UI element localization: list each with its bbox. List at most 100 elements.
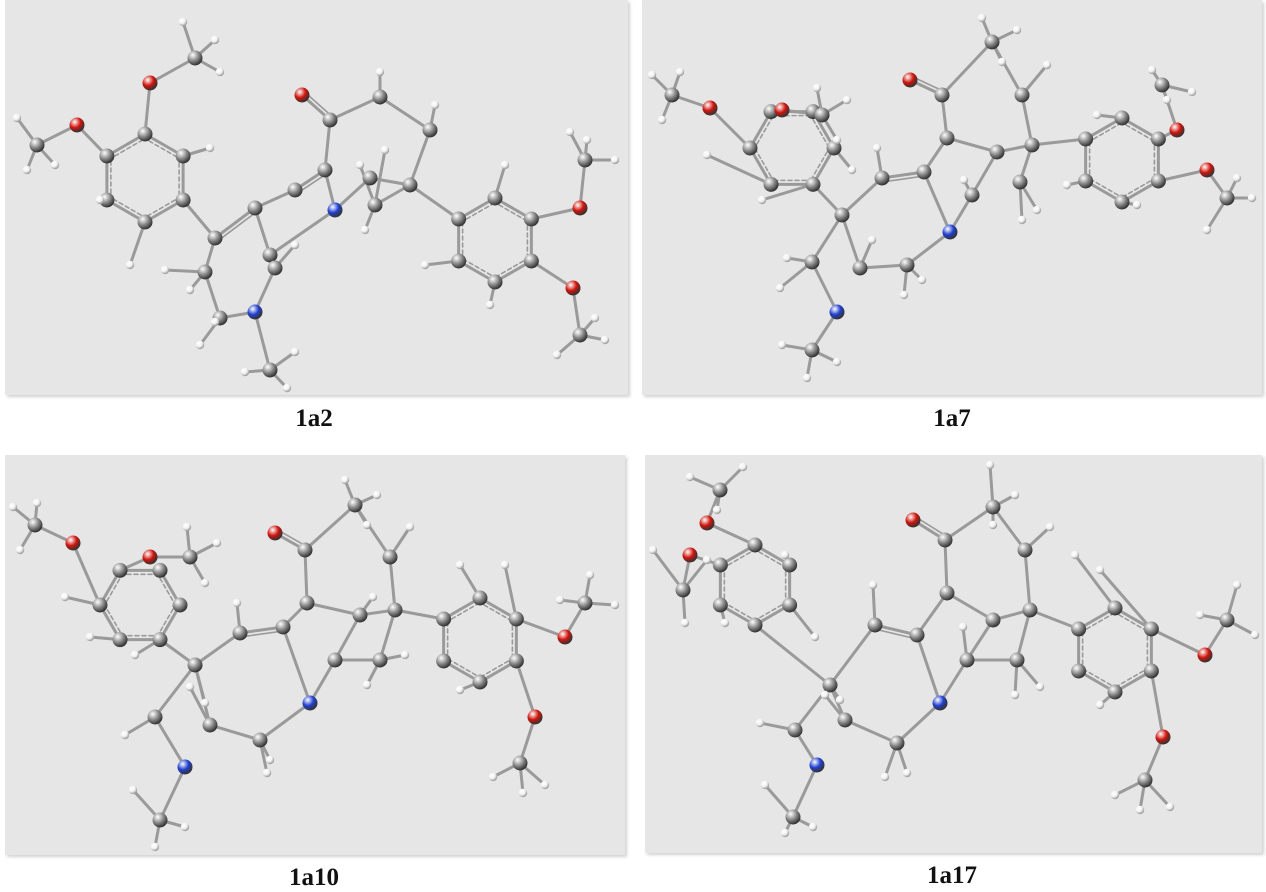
carbon-atom (939, 585, 955, 601)
hydrogen-atom (680, 618, 690, 628)
bond (1112, 666, 1151, 690)
oxygen-atom (702, 100, 718, 116)
bond (108, 195, 148, 220)
hydrogen-atom (362, 520, 372, 530)
carbon-atom (804, 254, 820, 270)
carbon-atom (99, 192, 115, 208)
carbon-atom (852, 260, 868, 276)
hydrogen-atom (95, 195, 105, 205)
caption-1a17: 1a17 (927, 862, 977, 889)
hydrogen-atom (362, 680, 372, 690)
carbon-atom (252, 732, 268, 748)
carbon-atom (187, 50, 203, 66)
hydrogen-atom (832, 357, 842, 367)
hydrogen-atom (780, 828, 790, 838)
carbon-atom (834, 207, 850, 223)
carbon-atom (372, 652, 388, 668)
hydrogen-atom (1232, 580, 1242, 590)
bond (651, 548, 685, 592)
hydrogen-atom (180, 822, 190, 832)
carbon-atom (347, 497, 363, 513)
hydrogen-atom (195, 340, 205, 350)
hydrogen-atom (590, 313, 600, 323)
carbon-atom (137, 126, 153, 142)
carbon-atom (763, 176, 779, 192)
hydrogen-atom (977, 13, 987, 23)
carbon-atom (137, 214, 153, 230)
bond (203, 270, 222, 320)
nitrogen-atom (247, 304, 263, 320)
hydrogen-atom (1095, 700, 1105, 710)
bond (213, 206, 257, 240)
hydrogen-atom (600, 335, 610, 345)
carbon-atom (1219, 190, 1235, 206)
hydrogen-atom (262, 768, 272, 778)
bond (721, 547, 758, 570)
hydrogen-atom (182, 522, 192, 532)
hydrogen-atom (585, 570, 595, 580)
bond (408, 128, 432, 187)
bond (905, 230, 952, 267)
hydrogen-atom (1147, 65, 1157, 75)
hydrogen-atom (488, 772, 498, 782)
carbon-atom (899, 257, 915, 273)
hydrogen-atom (405, 522, 415, 532)
oxygen-atom (774, 102, 790, 118)
hydrogen-atom (380, 145, 390, 155)
carbon-atom (1071, 663, 1087, 679)
bond (808, 145, 832, 184)
hydrogen-atom (1012, 25, 1022, 35)
bond (752, 145, 776, 184)
hydrogen-atom (610, 155, 620, 165)
carbon-atom (837, 712, 853, 728)
carbon-atom (787, 722, 803, 738)
carbon-atom (939, 130, 955, 146)
bond (308, 658, 337, 705)
carbon-atom (889, 735, 905, 751)
carbon-atom (487, 190, 503, 206)
bond (721, 600, 758, 623)
carbon-atom (985, 612, 1001, 628)
bond (810, 310, 839, 352)
bond (492, 256, 531, 280)
bond (990, 40, 1024, 97)
hydrogen-atom (430, 100, 440, 110)
bond (858, 263, 909, 270)
carbon-atom (152, 812, 168, 828)
bond (459, 256, 498, 280)
carbon-atom (267, 260, 283, 276)
bond (1149, 669, 1165, 739)
hydrogen-atom (610, 600, 620, 610)
carbon-atom (262, 247, 278, 263)
carbon-atom (1012, 174, 1028, 190)
bond (1079, 610, 1118, 634)
bond (791, 763, 819, 819)
carbon-atom (805, 176, 821, 192)
bond (1030, 137, 1088, 147)
hydrogen-atom (1250, 630, 1260, 640)
hydrogen-atom (917, 275, 927, 285)
hydrogen-atom (832, 135, 842, 145)
hydrogen-atom (1017, 215, 1027, 225)
hydrogen-atom (835, 695, 845, 705)
carbon-atom (362, 170, 378, 186)
hydrogen-atom (1232, 173, 1242, 183)
hydrogen-atom (85, 632, 95, 642)
hydrogen-atom (867, 235, 877, 245)
hydrogen-atom (720, 618, 730, 628)
bond (388, 555, 397, 612)
carbon-atom (867, 617, 883, 633)
hydrogen-atom (1010, 690, 1020, 700)
carbon-atom (402, 177, 418, 193)
carbon-atom (1219, 612, 1235, 628)
bond (253, 206, 272, 257)
carbon-atom (27, 517, 43, 533)
hydrogen-atom (8, 502, 18, 512)
hydrogen-atom (120, 730, 130, 740)
hydrogen-atom (812, 83, 822, 93)
carbon-atom (451, 211, 467, 227)
bond (393, 608, 446, 621)
bond (408, 183, 461, 221)
carbon-atom (1143, 663, 1159, 679)
carbon-atom (382, 549, 398, 565)
